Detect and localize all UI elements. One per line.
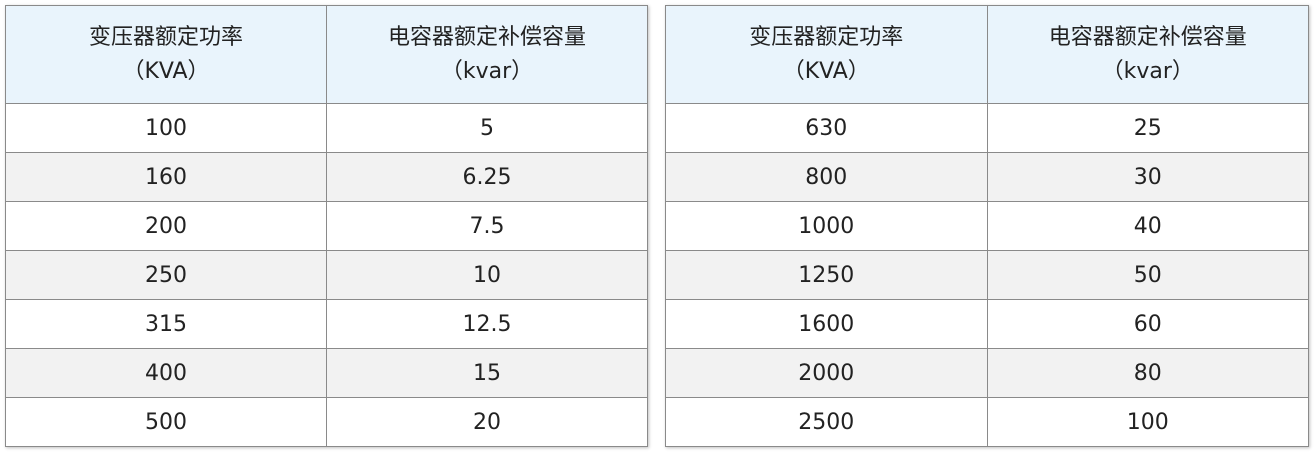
table-row: 1000 40 (665, 201, 1309, 251)
table: 变压器额定功率 （KVA） 电容器额定补偿容量 （kvar） 630 25 800 30 100… (665, 5, 1309, 447)
table-row: 2500 100 (665, 397, 1309, 447)
table-cell: 100 (986, 397, 1309, 447)
table-row: 315 12.5 (5, 299, 648, 349)
table-cell: 160 (5, 152, 327, 202)
table-row: 200 7.5 (5, 201, 648, 251)
table-row: 1600 60 (665, 299, 1309, 349)
table-row: 630 25 (665, 103, 1309, 153)
table-cell: 20 (326, 397, 648, 447)
table-cell: 1600 (665, 299, 988, 349)
table-cell: 250 (5, 250, 327, 300)
table-cell: 500 (5, 397, 327, 447)
header-text: 变压器额定功率 (88, 24, 243, 50)
table: 变压器额定功率 （KVA） 电容器额定补偿容量 （kvar） 100 5 160 6.25 20… (5, 5, 648, 447)
table-row: 2000 80 (665, 348, 1309, 398)
table-cell: 5 (326, 103, 648, 153)
header-row: 变压器额定功率 （KVA） 电容器额定补偿容量 （kvar） (5, 5, 648, 104)
table-cell: 12.5 (326, 299, 648, 349)
table-cell: 315 (5, 299, 327, 349)
table-cell: 1000 (665, 201, 988, 251)
table-row: 100 5 (5, 103, 648, 153)
table-cell: 15 (326, 348, 648, 398)
header-cell: 电容器额定补偿容量 （kvar） (326, 5, 648, 104)
header-cell: 变压器额定功率 （KVA） (5, 5, 327, 104)
header-text: 电容器额定补偿容量 (387, 24, 586, 50)
header-text: 变压器额定功率 (749, 24, 904, 50)
header-text: （kvar） (440, 58, 534, 84)
table-cell: 10 (326, 250, 648, 300)
table-cell: 100 (5, 103, 327, 153)
table-row: 800 30 (665, 152, 1309, 202)
table-cell: 50 (986, 250, 1309, 300)
table-row: 400 15 (5, 348, 648, 398)
header-text: （KVA） (122, 58, 210, 84)
table-row: 500 20 (5, 397, 648, 447)
table-cell: 200 (5, 201, 327, 251)
table-cell: 25 (986, 103, 1309, 153)
table-cell: 1250 (665, 250, 988, 300)
table-cell: 2000 (665, 348, 988, 398)
header-cell: 变压器额定功率 （KVA） (665, 5, 988, 104)
header-text: （KVA） (782, 58, 870, 84)
table-cell: 400 (5, 348, 327, 398)
table-row: 250 10 (5, 250, 648, 300)
header-text: 电容器额定补偿容量 (1048, 24, 1247, 50)
table-cell: 60 (986, 299, 1309, 349)
table-row: 160 6.25 (5, 152, 648, 202)
table-cell: 2500 (665, 397, 988, 447)
table-cell: 30 (986, 152, 1309, 202)
header-cell: 电容器额定补偿容量 （kvar） (986, 5, 1309, 104)
table-cell: 630 (665, 103, 988, 153)
table-cell: 800 (665, 152, 988, 202)
header-text: （kvar） (1101, 58, 1194, 84)
table-cell: 6.25 (326, 152, 648, 202)
header-row: 变压器额定功率 （KVA） 电容器额定补偿容量 （kvar） (665, 5, 1309, 104)
table-cell: 80 (986, 348, 1309, 398)
table-cell: 40 (986, 201, 1309, 251)
table-row: 1250 50 (665, 250, 1309, 300)
table-cell: 7.5 (326, 201, 648, 251)
